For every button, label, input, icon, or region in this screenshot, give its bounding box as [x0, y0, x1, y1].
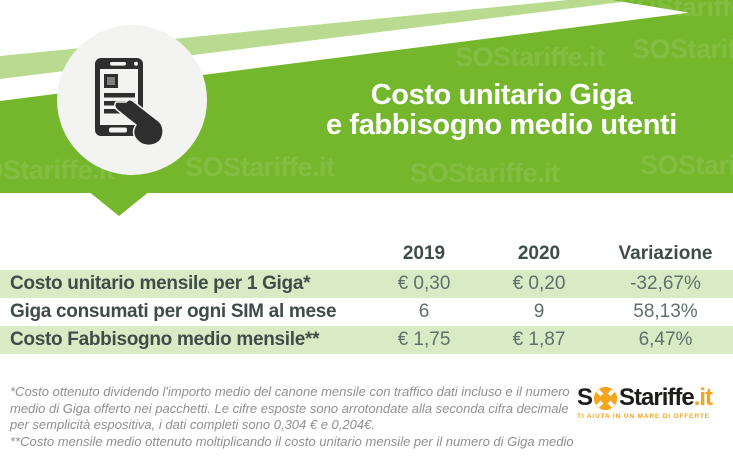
page-title-line1: Costo unitario Giga: [370, 79, 633, 111]
watermark-text: SOStariffe.it: [185, 152, 335, 182]
logo-text-it: .it: [693, 384, 713, 411]
table-row: Costo unitario mensile per 1 Giga* € 0,3…: [0, 270, 733, 298]
banner-corner-triangle: [612, 0, 733, 20]
cell-variation: 58,13%: [633, 301, 698, 322]
page-title: Costo unitario Giga e fabbisogno medio u…: [270, 80, 733, 140]
table-row: Giga consumati per ogni SIM al mese 6 9 …: [0, 298, 733, 326]
header-2020: 2020: [517, 243, 561, 264]
icon-circle: [57, 25, 207, 175]
cell-2019: 6: [418, 301, 430, 322]
banner: SOStariffe.it SOStariffe.it SOStariffe.i…: [0, 0, 733, 216]
watermark-text: SOStariffe.it: [455, 42, 605, 72]
data-table: 2019 2020 Variazione Costo unitario mens…: [0, 238, 733, 354]
row-label: Costo unitario mensile per 1 Giga*: [10, 273, 311, 294]
table-row: Costo Fabbisogno medio mensile** € 1,75 …: [0, 326, 733, 354]
footnote-1: *Costo ottenuto dividendo l'importo medi…: [10, 384, 570, 432]
logo-letter-s2: S: [619, 384, 635, 411]
cell-variation: -32,67%: [630, 273, 701, 294]
watermark-text: SOStariffe.it: [640, 150, 733, 180]
watermark-text: SOStariffe.it: [632, 34, 733, 64]
watermark-text: SOStariffe.it: [410, 158, 560, 188]
cell-variation: 6,47%: [638, 329, 693, 350]
logo-tagline: TI AIUTA IN UN MARE DI OFFERTE: [577, 413, 710, 420]
cell-2020: 9: [533, 301, 545, 322]
footnotes: *Costo ottenuto dividendo l'importo medi…: [10, 384, 578, 450]
footnote-2: **Costo mensile medio ottenuto moltiplic…: [10, 433, 574, 449]
cell-2020: € 0,20: [512, 273, 566, 294]
cell-2020: € 1,87: [512, 329, 566, 350]
cell-2019: € 1,75: [397, 329, 451, 350]
smartphone-tap-icon: [95, 58, 164, 147]
lifebuoy-icon: [593, 386, 618, 410]
header-variazione: Variazione: [618, 243, 713, 264]
row-label: Giga consumati per ogni SIM al mese: [10, 301, 337, 322]
logo-letter-s1: S: [577, 384, 593, 411]
logo-text-tariffe: tariffe: [634, 384, 695, 411]
page-title-line2: e fabbisogno medio utenti: [326, 109, 677, 141]
table-header-row: 2019 2020 Variazione: [0, 238, 733, 270]
banner-chevron: [88, 191, 150, 216]
row-label: Costo Fabbisogno medio mensile**: [10, 329, 320, 350]
header-2019: 2019: [402, 243, 446, 264]
cell-2019: € 0,30: [397, 273, 451, 294]
watermark-text: SOStariffe.it: [618, 0, 733, 22]
